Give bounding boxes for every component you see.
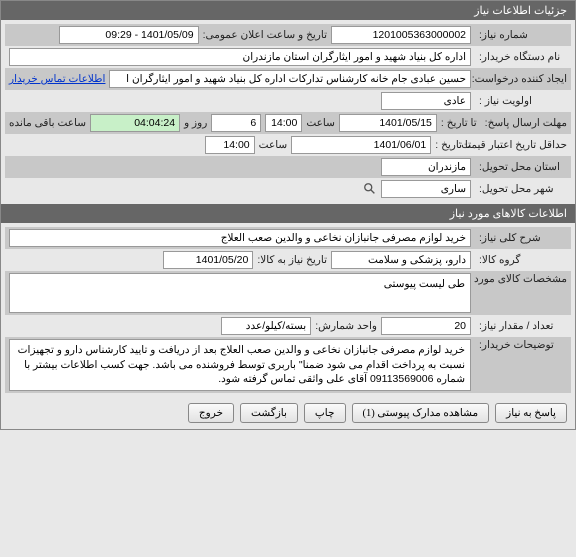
priority-field: عادی	[381, 92, 471, 110]
buyer-notes-label: توضیحات خریدار:	[475, 339, 567, 351]
search-icon[interactable]	[363, 182, 377, 196]
time-label-2: ساعت	[259, 139, 288, 151]
requester-label: ایجاد کننده درخواست:	[475, 73, 567, 85]
requester-field: حسین عبادی جام خانه کارشناس تدارکات ادار…	[109, 70, 471, 88]
form-section-1: شماره نیاز: 1201005363000002 تاریخ و ساع…	[1, 20, 575, 204]
print-button[interactable]: چاپ	[304, 403, 346, 423]
row-state: استان محل تحویل: مازندران	[5, 156, 571, 178]
buttons-row: پاسخ به نیاز مشاهده مدارک پیوستی (1) چاپ…	[1, 397, 575, 429]
general-desc-field: خرید لوازم مصرفی جانبازان نخاعی و والدین…	[9, 229, 471, 247]
reply-button[interactable]: پاسخ به نیاز	[495, 403, 567, 423]
time-left-label: ساعت باقی مانده	[9, 117, 86, 129]
buyer-notes-field: خرید لوازم مصرفی جانبازان نخاعی و والدین…	[9, 339, 471, 391]
attachments-button[interactable]: مشاهده مدارک پیوستی (1)	[352, 403, 490, 423]
priority-label: اولویت نیاز :	[475, 95, 567, 107]
unit-label: واحد شمارش:	[315, 320, 377, 332]
validity-date-field: 1401/06/01	[291, 136, 431, 154]
exit-button[interactable]: خروج	[188, 403, 234, 423]
time-left-field: 04:04:24	[90, 114, 180, 132]
qty-field: 20	[381, 317, 471, 335]
validity-time-field: 14:00	[205, 136, 255, 154]
buyer-org-field: اداره کل بنیاد شهید و امور ایثارگران است…	[9, 48, 471, 66]
group-label: گروه کالا:	[475, 254, 567, 266]
need-no-field: 1201005363000002	[331, 26, 471, 44]
row-group: گروه کالا: دارو، پزشکی و سلامت تاریخ نیا…	[5, 249, 571, 271]
row-requester: ایجاد کننده درخواست: حسین عبادی جام خانه…	[5, 68, 571, 90]
panel-header-2: اطلاعات کالاهای مورد نیاز	[1, 204, 575, 223]
state-field: مازندران	[381, 158, 471, 176]
back-button[interactable]: بازگشت	[240, 403, 298, 423]
row-general-desc: شرح کلی نیاز: خرید لوازم مصرفی جانبازان …	[5, 227, 571, 249]
deadline-time-field: 14:00	[265, 114, 302, 132]
row-qty: تعداد / مقدار نیاز: 20 واحد شمارش: بسته/…	[5, 315, 571, 337]
public-datetime-field: 1401/05/09 - 09:29	[59, 26, 199, 44]
form-section-2: شرح کلی نیاز: خرید لوازم مصرفی جانبازان …	[1, 223, 575, 397]
row-deadline: مهلت ارسال پاسخ: تا تاریخ : 1401/05/15 س…	[5, 112, 571, 134]
group-field: دارو، پزشکی و سلامت	[331, 251, 471, 269]
need-no-label: شماره نیاز:	[475, 29, 567, 41]
public-datetime-label: تاریخ و ساعت اعلان عمومی:	[203, 29, 327, 41]
need-date-field: 1401/05/20	[163, 251, 253, 269]
row-buyer-org: نام دستگاه خریدار: اداره کل بنیاد شهید و…	[5, 46, 571, 68]
row-buyer-notes: توضیحات خریدار: خرید لوازم مصرفی جانبازا…	[5, 337, 571, 393]
to-date-label-2: تا تاریخ :	[435, 139, 471, 151]
item-spec-field: طی لیست پیوستی	[9, 273, 471, 313]
days-left-field: 6	[211, 114, 261, 132]
unit-field: بسته/کیلو/عدد	[221, 317, 311, 335]
days-and-label: روز و	[184, 117, 207, 129]
qty-label: تعداد / مقدار نیاز:	[475, 320, 567, 332]
city-label: شهر محل تحویل:	[475, 183, 567, 195]
row-need-no: شماره نیاز: 1201005363000002 تاریخ و ساع…	[5, 24, 571, 46]
city-field: ساری	[381, 180, 471, 198]
row-item-spec: مشخصات کالای مورد نیاز: طی لیست پیوستی	[5, 271, 571, 315]
to-date-label-1: تا تاریخ :	[441, 117, 477, 129]
row-validity: حداقل تاریخ اعتبار قیمت: تا تاریخ : 1401…	[5, 134, 571, 156]
contact-link[interactable]: اطلاعات تماس خریدار	[9, 73, 105, 85]
deadline-label: مهلت ارسال پاسخ:	[481, 117, 567, 129]
need-date-label: تاریخ نیاز به کالا:	[257, 254, 327, 266]
details-panel: جزئیات اطلاعات نیاز شماره نیاز: 12010053…	[0, 0, 576, 430]
panel-header-1: جزئیات اطلاعات نیاز	[1, 1, 575, 20]
buyer-org-label: نام دستگاه خریدار:	[475, 51, 567, 63]
row-priority: اولویت نیاز : عادی	[5, 90, 571, 112]
validity-label: حداقل تاریخ اعتبار قیمت:	[475, 139, 567, 151]
general-desc-label: شرح کلی نیاز:	[475, 232, 567, 244]
deadline-date-field: 1401/05/15	[339, 114, 437, 132]
time-label-1: ساعت	[306, 117, 335, 129]
countdown-group: 6 روز و 04:04:24 ساعت باقی مانده	[9, 114, 261, 132]
state-label: استان محل تحویل:	[475, 161, 567, 173]
row-city: شهر محل تحویل: ساری	[5, 178, 571, 200]
item-spec-label: مشخصات کالای مورد نیاز:	[475, 273, 567, 285]
